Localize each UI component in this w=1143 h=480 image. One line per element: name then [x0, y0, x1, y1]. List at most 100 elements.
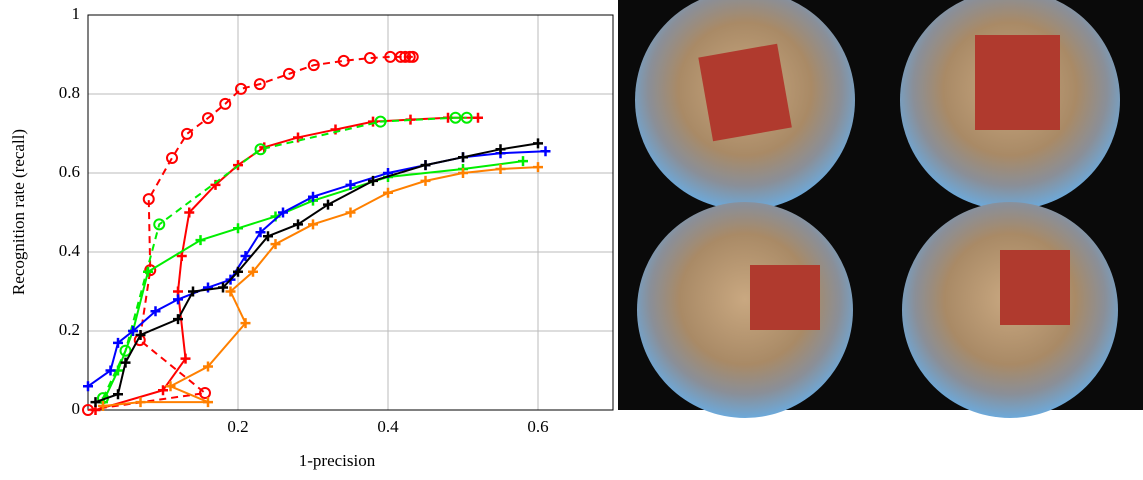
series-line [87, 55, 413, 411]
point-marker [165, 381, 176, 392]
point-marker [203, 397, 213, 408]
point-marker [188, 286, 198, 297]
point-marker [293, 132, 303, 143]
point-marker [254, 143, 267, 156]
point-marker [199, 387, 211, 400]
point-marker [308, 219, 318, 230]
point-marker [153, 218, 166, 231]
point-marker [143, 266, 153, 277]
point-marker [233, 266, 243, 277]
point-marker [83, 381, 93, 392]
point-marker [263, 231, 273, 242]
x-tick-label: 0.2 [227, 417, 248, 436]
y-tick-label: 0.6 [59, 162, 80, 181]
point-marker [270, 239, 281, 250]
series-line [102, 116, 467, 399]
point-marker [195, 235, 206, 246]
point-marker [248, 266, 258, 277]
point-marker [533, 162, 543, 173]
point-marker [173, 314, 183, 325]
point-marker [233, 223, 243, 234]
point-marker [120, 357, 131, 368]
point-marker [330, 124, 341, 135]
point-marker [458, 168, 468, 178]
point-marker [533, 138, 543, 149]
point-marker [173, 294, 183, 305]
fisheye-image [900, 0, 1120, 210]
point-marker [225, 286, 236, 297]
series-line [95, 142, 539, 404]
point-marker [449, 111, 462, 124]
series [98, 162, 543, 412]
point-marker [113, 389, 123, 400]
point-marker [203, 282, 213, 293]
point-marker [307, 59, 320, 72]
point-marker [119, 344, 132, 357]
fisheye-image [637, 202, 853, 418]
series-line [87, 150, 546, 388]
point-marker [460, 111, 473, 124]
point-marker [218, 282, 228, 293]
point-marker [364, 52, 376, 65]
point-marker [203, 361, 213, 372]
point-marker [308, 191, 318, 202]
point-marker [128, 326, 138, 336]
point-marker [235, 82, 247, 95]
point-marker [98, 401, 108, 412]
point-marker [293, 219, 303, 230]
x-tick-label: 0.6 [527, 417, 548, 436]
y-axis-label: Recognition rate (recall) [9, 129, 28, 295]
point-marker [473, 112, 483, 123]
point-marker [495, 164, 506, 175]
point-marker [420, 160, 431, 171]
fisheye-image [635, 0, 855, 210]
point-marker [518, 156, 528, 167]
y-tick-label: 0 [72, 399, 81, 418]
point-marker [144, 264, 157, 277]
point-marker [278, 207, 288, 218]
point-marker [176, 250, 187, 261]
y-tick-label: 0.8 [59, 83, 80, 102]
y-tick-label: 1 [72, 4, 81, 23]
point-marker [184, 207, 195, 218]
point-marker [383, 187, 393, 198]
point-marker [345, 207, 356, 218]
point-marker [142, 193, 155, 206]
point-marker [458, 152, 468, 163]
point-marker [255, 227, 266, 238]
point-marker [166, 151, 178, 164]
y-tick-label: 0.2 [59, 320, 80, 339]
point-marker [219, 97, 232, 110]
point-marker [105, 365, 116, 376]
x-tick-label: 0.4 [377, 417, 399, 436]
series [97, 111, 473, 405]
point-marker [420, 175, 431, 186]
fisheye-image [902, 202, 1118, 418]
point-marker [337, 54, 350, 67]
y-tick-label: 0.4 [59, 241, 81, 260]
series [82, 50, 419, 416]
point-marker [323, 199, 333, 210]
point-marker [345, 179, 356, 190]
series [90, 138, 543, 408]
point-marker [180, 353, 191, 364]
point-marker [158, 385, 168, 396]
point-marker [135, 397, 146, 408]
photo-panel [618, 0, 1143, 418]
point-marker [150, 306, 161, 317]
point-marker [90, 397, 101, 408]
point-marker [406, 50, 419, 63]
series-line [95, 116, 478, 411]
point-marker [283, 67, 295, 80]
point-marker [495, 144, 506, 155]
x-axis-label: 1-precision [299, 451, 376, 470]
point-marker [113, 337, 123, 348]
point-marker [240, 318, 251, 329]
point-marker [399, 50, 412, 63]
point-marker [374, 115, 387, 128]
point-marker [253, 78, 266, 91]
series-line [102, 166, 539, 408]
point-marker [202, 112, 214, 125]
point-marker [181, 127, 193, 140]
